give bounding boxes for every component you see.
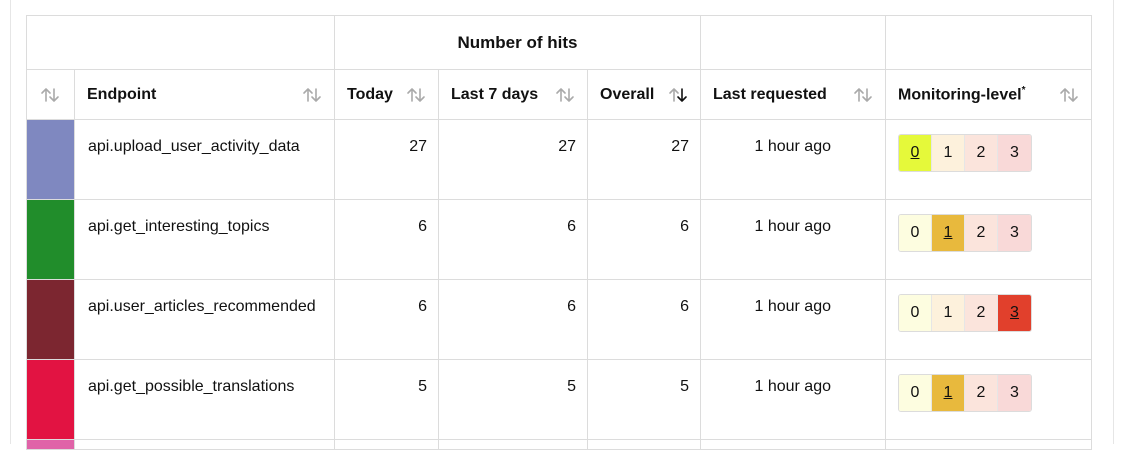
monitoring-footnote-mark: * — [1021, 84, 1026, 96]
sort-both-icon[interactable] — [40, 87, 60, 103]
column-label-monitoring: Monitoring-level — [898, 86, 1022, 104]
monitoring-level-0-button[interactable]: 0 — [899, 135, 932, 171]
monitoring-level-3-button[interactable]: 3 — [998, 375, 1031, 411]
column-header-monitoring[interactable]: Monitoring-level* — [885, 69, 1092, 120]
partial-cell — [438, 439, 588, 450]
column-label-endpoint: Endpoint — [87, 85, 157, 103]
monitoring-level-2-button[interactable]: 2 — [965, 375, 998, 411]
hits-last7: 27 — [438, 119, 588, 200]
group-header-hits: Number of hits — [334, 15, 701, 70]
monitoring-level-0-button[interactable]: 0 — [899, 215, 932, 251]
hits-overall: 6 — [587, 199, 701, 280]
hits-today: 27 — [334, 119, 439, 200]
monitoring-level-1-button[interactable]: 1 — [932, 295, 965, 331]
endpoint-color-swatch — [27, 360, 74, 439]
hits-today: 6 — [334, 199, 439, 280]
column-header-row: Endpoint Today Last 7 days Overall Last … — [26, 69, 1092, 120]
endpoint-name: api.upload_user_activity_data — [74, 119, 335, 200]
column-header-overall[interactable]: Overall — [587, 69, 701, 120]
group-header-blank — [26, 15, 335, 70]
endpoint-color-swatch — [27, 200, 74, 279]
column-header-color[interactable] — [26, 69, 75, 120]
monitoring-level-3-button[interactable]: 3 — [998, 135, 1031, 171]
table-row[interactable] — [26, 439, 1092, 450]
group-header-blank-3 — [885, 15, 1092, 70]
partial-cell — [74, 439, 335, 450]
monitoring-level-0-button[interactable]: 0 — [899, 375, 932, 411]
endpoint-color-swatch — [27, 120, 74, 199]
monitoring-level-1-button[interactable]: 1 — [932, 135, 965, 171]
endpoint-color-cell — [26, 439, 75, 450]
monitoring-level-1-button[interactable]: 1 — [932, 375, 965, 411]
last-requested: 1 hour ago — [700, 199, 886, 280]
sort-both-icon[interactable] — [555, 87, 575, 103]
partial-cell — [587, 439, 701, 450]
last-requested: 1 hour ago — [700, 119, 886, 200]
endpoint-color-cell — [26, 119, 75, 200]
column-header-endpoint[interactable]: Endpoint — [74, 69, 335, 120]
table-row[interactable]: api.upload_user_activity_data 27 27 27 1 hou… — [26, 119, 1092, 200]
column-header-last7[interactable]: Last 7 days — [438, 69, 588, 120]
last-requested: 1 hour ago — [700, 359, 886, 440]
endpoint-name: api.get_interesting_topics — [74, 199, 335, 280]
sort-both-icon[interactable] — [302, 87, 322, 103]
hits-overall: 6 — [587, 279, 701, 360]
partial-cell — [700, 439, 886, 450]
monitoring-level-2-button[interactable]: 2 — [965, 135, 998, 171]
sort-both-icon[interactable] — [1059, 87, 1079, 103]
column-label-overall: Overall — [600, 85, 655, 103]
table-row[interactable]: api.get_possible_translations 5 5 5 1 hour a… — [26, 359, 1092, 440]
hits-today: 5 — [334, 359, 439, 440]
hits-last7: 5 — [438, 359, 588, 440]
hits-overall: 5 — [587, 359, 701, 440]
endpoint-name: api.user_articles_recommended — [74, 279, 335, 360]
sort-both-icon[interactable] — [406, 87, 426, 103]
column-label-today: Today — [347, 85, 393, 103]
column-label-last7: Last 7 days — [451, 85, 539, 103]
monitoring-level-2-button[interactable]: 2 — [965, 295, 998, 331]
page-frame — [10, 0, 1114, 444]
hits-today: 6 — [334, 279, 439, 360]
endpoint-color-cell — [26, 279, 75, 360]
hits-last7: 6 — [438, 199, 588, 280]
column-label-last-requested: Last requested — [713, 85, 827, 103]
monitoring-level-0-button[interactable]: 0 — [899, 295, 932, 331]
hits-last7: 6 — [438, 279, 588, 360]
table-body: api.upload_user_activity_data 27 27 27 1 hou… — [26, 119, 1092, 450]
table-row[interactable]: api.user_articles_recommended 6 6 6 1 hour a… — [26, 279, 1092, 360]
endpoint-color-swatch — [27, 280, 74, 359]
column-header-last-requested[interactable]: Last requested — [700, 69, 886, 120]
column-header-today[interactable]: Today — [334, 69, 439, 120]
endpoint-color-cell — [26, 199, 75, 280]
group-header-blank-2 — [700, 15, 886, 70]
group-header-row: Number of hits — [26, 15, 1092, 70]
monitoring-level-2-button[interactable]: 2 — [965, 215, 998, 251]
monitoring-level-3-button[interactable]: 3 — [998, 295, 1031, 331]
endpoints-table: Number of hits Endpoint Today Last 7 day… — [26, 15, 1092, 450]
partial-cell — [885, 439, 1092, 450]
endpoint-color-cell — [26, 359, 75, 440]
endpoint-name: api.get_possible_translations — [74, 359, 335, 440]
sort-both-icon[interactable] — [853, 87, 873, 103]
monitoring-level-3-button[interactable]: 3 — [998, 215, 1031, 251]
partial-cell — [334, 439, 439, 450]
table-row[interactable]: api.get_interesting_topics 6 6 6 1 hour ago 0… — [26, 199, 1092, 280]
sort-descending-icon[interactable] — [668, 87, 688, 103]
last-requested: 1 hour ago — [700, 279, 886, 360]
hits-overall: 27 — [587, 119, 701, 200]
monitoring-level-1-button[interactable]: 1 — [932, 215, 965, 251]
